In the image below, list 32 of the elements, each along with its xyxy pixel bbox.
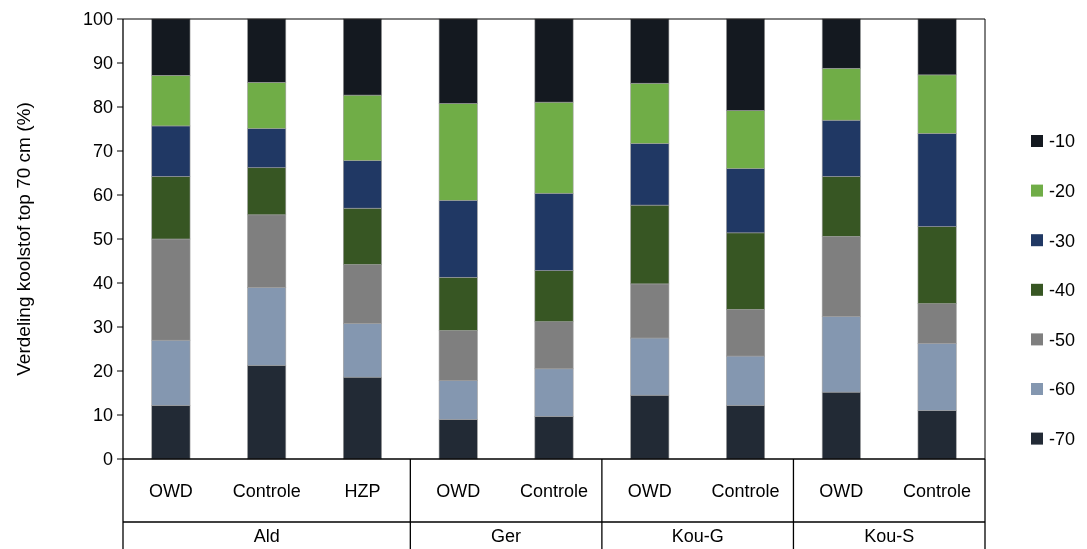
y-tick-label: 10 xyxy=(92,405,113,426)
y-axis-title: Verdeling koolstof top 70 cm (%) xyxy=(13,102,34,376)
y-tick-label: 100 xyxy=(82,9,113,30)
x-tick-label: OWD xyxy=(148,481,193,501)
text: Kou-S xyxy=(864,526,915,546)
text: Ald xyxy=(253,526,280,546)
x-tick-label: Controle xyxy=(232,481,301,501)
y-tick-label: 30 xyxy=(92,317,113,338)
y-tick-label: 70 xyxy=(92,141,113,162)
legend-label: -50 xyxy=(1049,329,1076,350)
legend-label: -10 xyxy=(1049,131,1076,152)
x-tick-label: HZP xyxy=(344,481,381,501)
legend-label: -40 xyxy=(1049,280,1076,301)
x-tick-label: Controle xyxy=(711,481,780,501)
text: Kou-G xyxy=(671,526,724,546)
text: Ger xyxy=(491,526,522,546)
y-tick-label: 80 xyxy=(92,97,113,118)
y-tick-label: 50 xyxy=(92,229,113,250)
x-tick-label: Controle xyxy=(519,481,589,501)
legend-label: -20 xyxy=(1049,180,1076,201)
x-tick-label: OWD xyxy=(436,481,481,501)
y-tick-label: 40 xyxy=(92,273,113,294)
y-tick-label: 0 xyxy=(102,449,113,470)
x-tick-label: OWD xyxy=(819,481,864,501)
y-tick-label: 60 xyxy=(92,185,113,206)
x-tick-label: OWD xyxy=(627,481,672,501)
y-tick-label: 20 xyxy=(92,361,113,382)
x-tick-label: Controle xyxy=(903,481,972,501)
legend-label: -30 xyxy=(1049,230,1076,251)
legend-label: -60 xyxy=(1049,379,1076,400)
y-tick-label: 90 xyxy=(92,53,113,74)
legend-label: -70 xyxy=(1049,428,1076,449)
